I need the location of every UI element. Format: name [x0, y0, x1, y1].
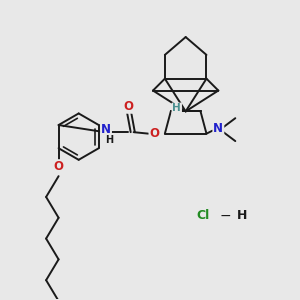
Text: O: O	[149, 127, 160, 140]
Text: H: H	[237, 209, 247, 222]
Text: Cl: Cl	[197, 209, 210, 222]
Text: −: −	[220, 208, 232, 222]
Text: O: O	[54, 160, 64, 173]
Text: H: H	[105, 135, 113, 145]
Text: N: N	[101, 123, 111, 136]
Text: H: H	[172, 103, 181, 113]
Text: N: N	[213, 122, 224, 135]
Text: O: O	[123, 100, 133, 113]
